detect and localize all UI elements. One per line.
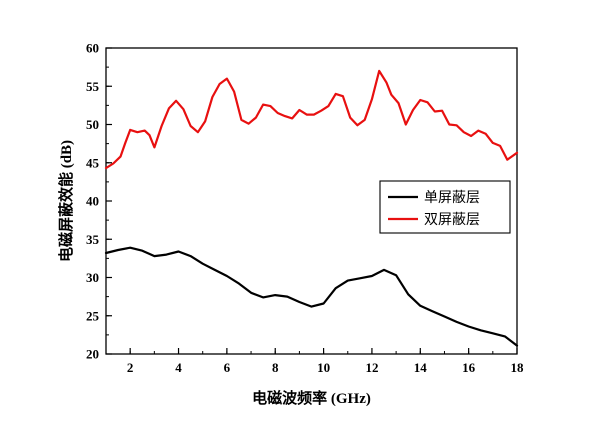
legend-box [379, 180, 511, 234]
y-tick-label: 35 [86, 232, 100, 247]
x-tick-label: 14 [414, 360, 428, 375]
y-tick-label: 40 [86, 194, 99, 209]
y-tick-label: 20 [86, 347, 99, 362]
legend-label: 双屏蔽层 [424, 212, 480, 228]
y-tick-label: 50 [86, 117, 99, 132]
y-tick-label: 30 [86, 270, 99, 285]
x-tick-label: 10 [317, 360, 330, 375]
x-axis-title: 电磁波频率 (GHz) [252, 389, 371, 407]
y-tick-label: 45 [86, 155, 100, 170]
x-tick-label: 4 [175, 360, 182, 375]
x-tick-label: 16 [462, 360, 476, 375]
series-line-1 [104, 246, 519, 347]
y-tick-label: 25 [86, 308, 100, 323]
series-line-2 [104, 69, 519, 170]
y-tick-label: 55 [86, 79, 100, 94]
x-tick-label: 8 [272, 360, 279, 375]
x-tick-label: 6 [224, 360, 231, 375]
legend-label: 单屏蔽层 [424, 190, 480, 206]
y-tick-label: 60 [86, 41, 99, 56]
x-tick-label: 18 [511, 360, 525, 375]
x-tick-label: 2 [127, 360, 134, 375]
x-tick-label: 12 [365, 360, 378, 375]
y-axis-title: 电磁屏蔽效能 (dB) [57, 140, 75, 262]
